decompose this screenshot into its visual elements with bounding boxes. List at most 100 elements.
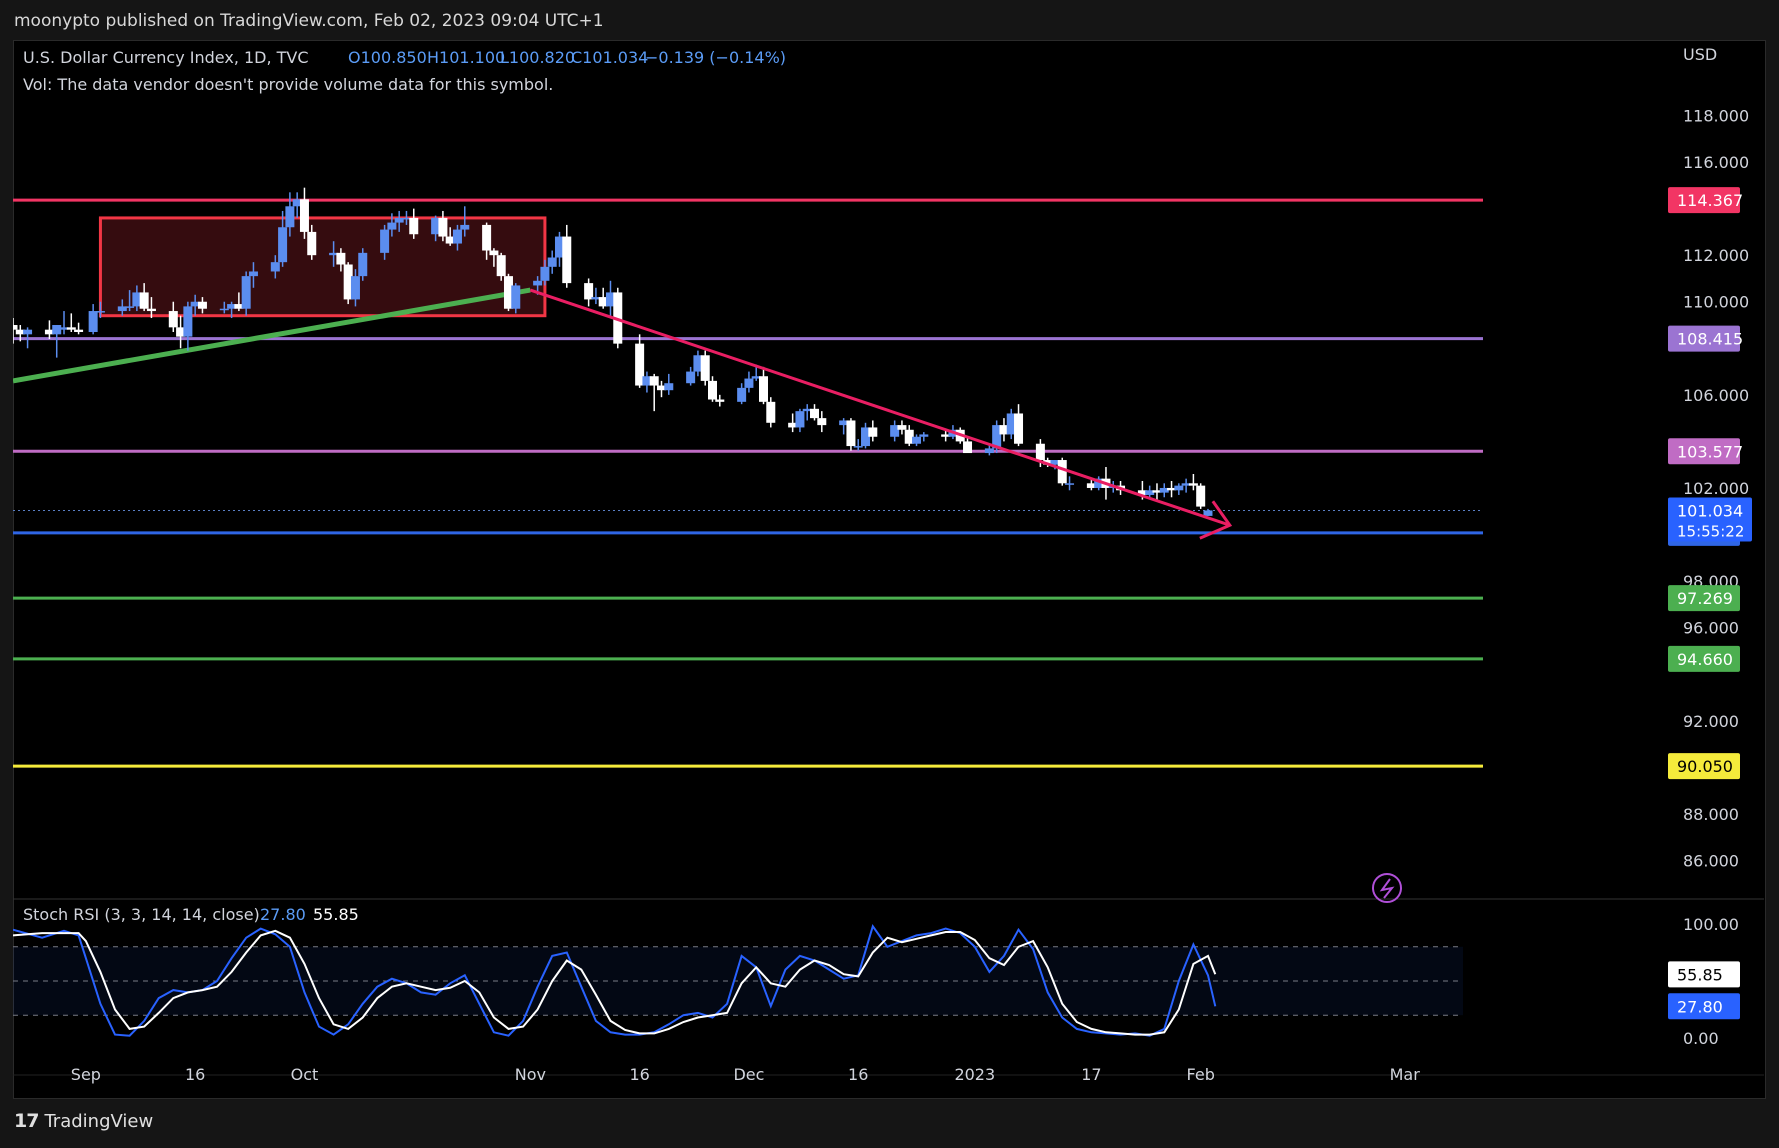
lightning-bolt-glyph: [1379, 878, 1395, 899]
price-tick-label: 88.000: [1683, 805, 1739, 824]
candle-body: [168, 311, 178, 328]
candle-body: [1181, 483, 1191, 486]
candle-body: [15, 329, 25, 335]
candle-body: [503, 276, 513, 309]
candle-body: [1203, 510, 1213, 516]
price-tick-label: 86.000: [1683, 851, 1739, 870]
candle-body: [598, 297, 608, 307]
candle-body: [941, 434, 951, 437]
candle-body: [511, 285, 521, 309]
volume-note: Vol: The data vendor doesn't provide vol…: [23, 75, 553, 94]
level-value-support-103: 103.577: [1677, 442, 1743, 461]
stoch-k-line: [13, 924, 1217, 1037]
level-badge-support-108: [1668, 325, 1740, 352]
stoch-k-value: 27.80: [260, 905, 306, 924]
chart-canvas[interactable]: U.S. Dollar Currency Index, 1D, TVC O100.…: [13, 40, 1764, 1097]
candle-body: [343, 264, 353, 300]
candle-body: [336, 252, 346, 265]
level-badge-resistance-114: [1668, 187, 1740, 214]
ohlc-high: H101.100: [427, 48, 505, 67]
candle-body: [59, 327, 69, 330]
level-badge-support-94: [1668, 645, 1740, 672]
brand-name: TradingView: [44, 1110, 154, 1132]
ohlc-low: L100.820: [500, 48, 575, 67]
candle-body: [664, 383, 674, 391]
candle-body: [1035, 443, 1045, 461]
price-tick-label: 112.000: [1683, 246, 1749, 265]
candle-body: [23, 329, 33, 335]
symbol-name: U.S. Dollar Currency Index, 1D, TVC: [23, 48, 309, 67]
time-tick-label: 17: [1081, 1065, 1101, 1084]
tradingview-logo-icon: 17: [14, 1110, 39, 1132]
time-tick-label: 16: [185, 1065, 205, 1084]
candle-body: [751, 376, 761, 379]
candle-body: [1167, 487, 1177, 491]
candle-body: [401, 217, 411, 220]
candle-body: [817, 418, 827, 426]
candle-body: [912, 436, 922, 444]
candle-body: [540, 266, 550, 281]
candle-body: [307, 231, 317, 256]
candle-body: [270, 262, 280, 272]
ohlc-open: O100.850: [348, 48, 427, 67]
candle-body: [358, 252, 368, 277]
candle-body: [686, 371, 696, 384]
lightning-icon: [1372, 873, 1402, 903]
price-tick-label: 102.000: [1683, 479, 1749, 498]
candle-body: [44, 329, 54, 335]
candle-body: [431, 217, 441, 235]
candle-body: [605, 292, 615, 307]
trend-arrow-head: [1199, 500, 1233, 540]
stoch-d-badge: [1668, 961, 1740, 988]
last-price-badge: [1668, 497, 1752, 542]
candle-body: [1065, 483, 1075, 485]
candle-body: [963, 441, 973, 454]
candle-body: [759, 376, 769, 402]
last-price-value: 101.034: [1677, 501, 1743, 520]
candle-body: [1014, 413, 1024, 444]
candle-body: [445, 236, 455, 244]
candle-body: [299, 199, 309, 232]
candle-body: [693, 355, 703, 372]
level-badge-support-90: [1668, 753, 1740, 780]
candle-body: [744, 378, 754, 388]
candle-body: [460, 224, 470, 230]
candle-body: [737, 387, 747, 402]
candle-body: [95, 311, 105, 313]
candle-body: [919, 434, 929, 437]
candle-body: [861, 427, 871, 447]
candle-body: [190, 301, 200, 307]
candle-body: [66, 327, 76, 330]
candle-body: [350, 276, 360, 300]
time-tick-label: 16: [629, 1065, 649, 1084]
level-value-support-94: 94.660: [1677, 650, 1733, 669]
candle-body: [642, 376, 652, 386]
candle-body: [1094, 478, 1104, 488]
ohlc-change: −0.139 (−0.14%): [645, 48, 786, 67]
candle-body: [1145, 490, 1155, 495]
candle-body: [292, 199, 302, 207]
currency-label: USD: [1683, 45, 1717, 64]
candle-body: [1050, 460, 1060, 465]
candle-body: [890, 425, 900, 437]
candle-body: [1188, 483, 1198, 486]
candle-body: [904, 429, 914, 444]
candle-body: [197, 301, 207, 309]
candle-body: [868, 427, 878, 437]
time-tick-label: Mar: [1390, 1065, 1421, 1084]
level-value-support-108: 108.415: [1677, 330, 1743, 349]
candle-body: [132, 292, 142, 307]
candle-body: [285, 206, 295, 228]
candle-body: [438, 217, 448, 237]
candle-body: [999, 425, 1009, 435]
candle-body: [146, 308, 156, 312]
level-badge-support-97: [1668, 585, 1740, 612]
candle-body: [1196, 485, 1206, 507]
price-tick-label: 118.000: [1683, 107, 1749, 126]
candle-body: [1006, 413, 1016, 435]
candle-body: [117, 306, 127, 312]
candle-body: [649, 376, 659, 386]
candle-body: [74, 329, 84, 332]
candle-body: [241, 276, 251, 309]
candle-body: [1152, 490, 1162, 493]
